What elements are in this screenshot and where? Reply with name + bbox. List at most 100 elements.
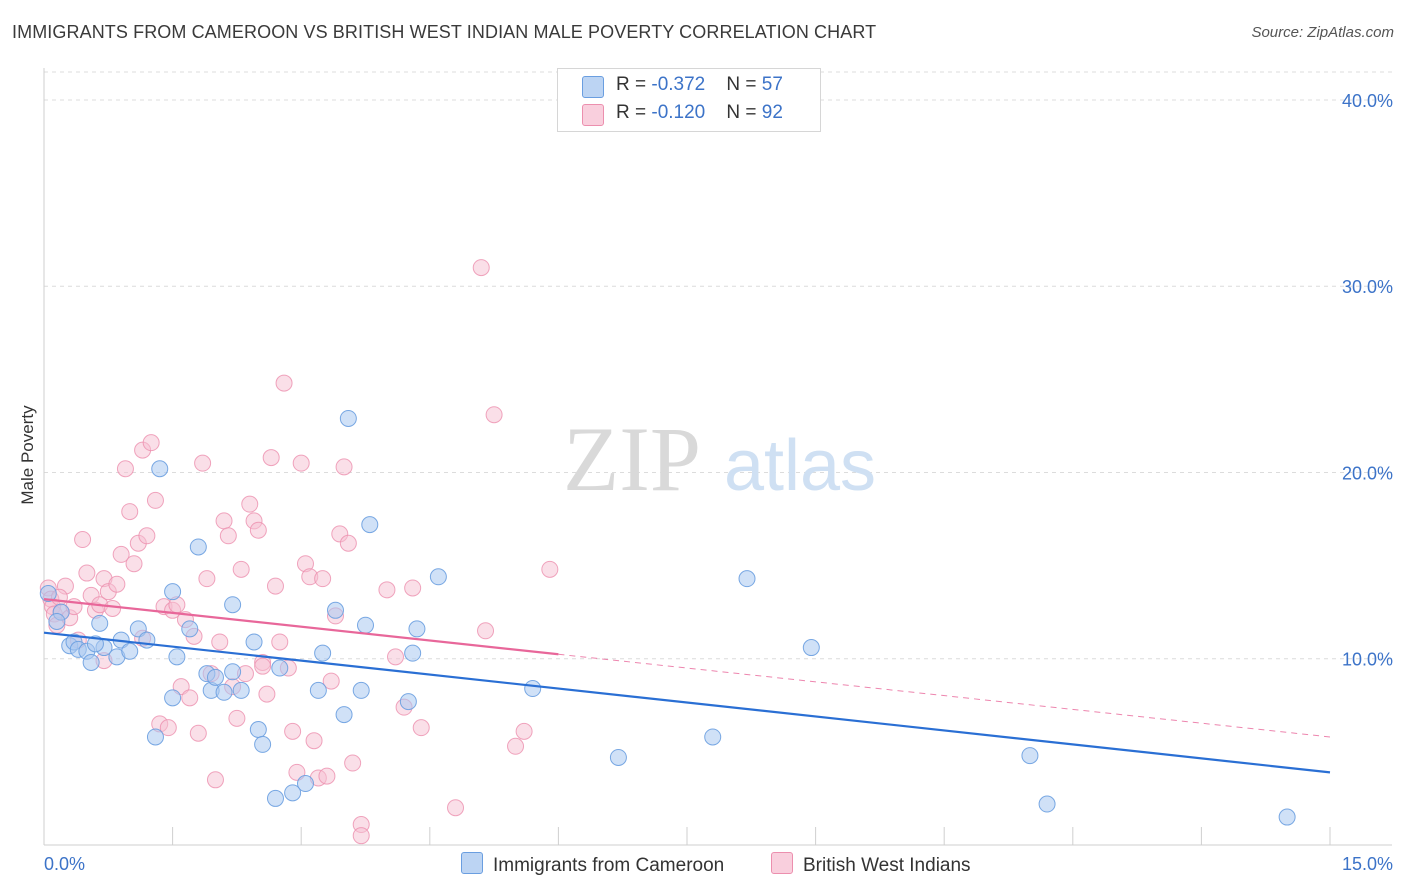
point-immigrants-from-cameroon <box>164 583 182 601</box>
point-immigrants-from-cameroon <box>326 601 344 619</box>
point-immigrants-from-cameroon <box>129 620 147 638</box>
x-tick-label: 0.0% <box>44 854 85 874</box>
point-british-west-indians <box>322 672 340 690</box>
point-british-west-indians <box>314 570 332 588</box>
point-immigrants-from-cameroon <box>232 681 250 699</box>
bottom-legend-label: Immigrants from Cameroon <box>493 855 725 876</box>
legend-swatch-blue <box>582 76 604 98</box>
series-immigrants-from-cameroon <box>39 409 1296 826</box>
point-british-west-indians <box>335 458 353 476</box>
point-immigrants-from-cameroon <box>86 635 104 653</box>
chart-title: IMMIGRANTS FROM CAMEROON VS BRITISH WEST… <box>12 22 877 42</box>
source-label: Source: ZipAtlas.com <box>1251 24 1394 41</box>
legend-r-label: R = <box>616 74 652 95</box>
point-british-west-indians <box>116 460 134 478</box>
point-british-west-indians <box>104 599 122 617</box>
point-british-west-indians <box>339 534 357 552</box>
point-immigrants-from-cameroon <box>361 516 379 534</box>
point-british-west-indians <box>262 449 280 467</box>
trend-line-bwi-dashed <box>558 653 1331 738</box>
point-immigrants-from-cameroon <box>224 663 242 681</box>
point-british-west-indians <box>447 799 465 817</box>
legend-row-bwi: R = -0.120 N = 92 <box>558 102 820 126</box>
y-tick-label: 20.0% <box>1342 463 1393 483</box>
point-british-west-indians <box>344 754 362 772</box>
point-immigrants-from-cameroon <box>339 409 357 427</box>
legend-text: R = -0.120 N = 92 <box>616 102 783 124</box>
point-british-west-indians <box>254 657 272 675</box>
point-immigrants-from-cameroon <box>524 680 542 698</box>
bottom-legend-swatch-pink <box>771 852 793 874</box>
point-immigrants-from-cameroon <box>181 620 199 638</box>
point-british-west-indians <box>472 259 490 277</box>
point-british-west-indians <box>266 577 284 595</box>
point-immigrants-from-cameroon <box>399 693 417 711</box>
y-tick-label: 30.0% <box>1342 277 1393 297</box>
point-british-west-indians <box>138 527 156 545</box>
point-immigrants-from-cameroon <box>335 706 353 724</box>
point-british-west-indians <box>284 722 302 740</box>
point-british-west-indians <box>292 454 310 472</box>
point-immigrants-from-cameroon <box>1038 795 1056 813</box>
point-british-west-indians <box>206 771 224 789</box>
point-immigrants-from-cameroon <box>91 614 109 632</box>
point-british-west-indians <box>378 581 396 599</box>
point-british-west-indians <box>211 633 229 651</box>
bottom-legend-cameroon: Immigrants from Cameroon <box>461 852 724 877</box>
point-immigrants-from-cameroon <box>266 789 284 807</box>
point-immigrants-from-cameroon <box>121 642 139 660</box>
point-british-west-indians <box>387 648 405 666</box>
point-british-west-indians <box>352 827 370 845</box>
axes <box>43 68 1392 846</box>
legend-swatch-pink <box>582 104 604 126</box>
trend-lines <box>43 598 1331 774</box>
legend-n-label: N = <box>726 102 762 123</box>
point-immigrants-from-cameroon <box>39 585 57 603</box>
point-british-west-indians <box>258 685 276 703</box>
point-british-west-indians <box>189 724 207 742</box>
point-british-west-indians <box>271 633 289 651</box>
watermark-zip: ZIP <box>563 408 701 510</box>
point-immigrants-from-cameroon <box>352 681 370 699</box>
point-british-west-indians <box>515 722 533 740</box>
point-immigrants-from-cameroon <box>82 653 100 671</box>
point-british-west-indians <box>507 737 525 755</box>
point-immigrants-from-cameroon <box>284 784 302 802</box>
point-immigrants-from-cameroon <box>609 748 627 766</box>
point-immigrants-from-cameroon <box>146 728 164 746</box>
point-immigrants-from-cameroon <box>151 460 169 478</box>
point-british-west-indians <box>125 555 143 573</box>
point-british-west-indians <box>146 491 164 509</box>
point-immigrants-from-cameroon <box>408 620 426 638</box>
point-british-west-indians <box>228 709 246 727</box>
series-british-west-indians <box>39 259 559 845</box>
point-immigrants-from-cameroon <box>48 612 66 630</box>
point-immigrants-from-cameroon <box>314 644 332 662</box>
point-immigrants-from-cameroon <box>429 568 447 586</box>
point-immigrants-from-cameroon <box>189 538 207 556</box>
point-british-west-indians <box>288 763 306 781</box>
bottom-legend-swatch-blue <box>461 852 483 874</box>
point-british-west-indians <box>318 767 336 785</box>
point-immigrants-from-cameroon <box>249 721 267 739</box>
legend-n-label: N = <box>726 74 762 95</box>
point-british-west-indians <box>142 434 160 452</box>
correlation-legend: R = -0.372 N = 57 R = -0.120 N = 92 <box>557 68 821 132</box>
point-british-west-indians <box>305 732 323 750</box>
point-immigrants-from-cameroon <box>224 596 242 614</box>
point-british-west-indians <box>108 575 126 593</box>
point-immigrants-from-cameroon <box>138 631 156 649</box>
point-british-west-indians <box>219 527 237 545</box>
trend-line-bwi-solid <box>43 598 559 656</box>
trend-line-cameroon <box>43 631 1331 774</box>
point-british-west-indians <box>198 570 216 588</box>
point-immigrants-from-cameroon <box>164 689 182 707</box>
point-british-west-indians <box>541 560 559 578</box>
point-british-west-indians <box>172 678 190 696</box>
point-immigrants-from-cameroon <box>704 728 722 746</box>
point-british-west-indians <box>404 579 422 597</box>
point-immigrants-from-cameroon <box>215 683 233 701</box>
point-british-west-indians <box>249 521 267 539</box>
y-tick-label: 10.0% <box>1342 650 1393 670</box>
